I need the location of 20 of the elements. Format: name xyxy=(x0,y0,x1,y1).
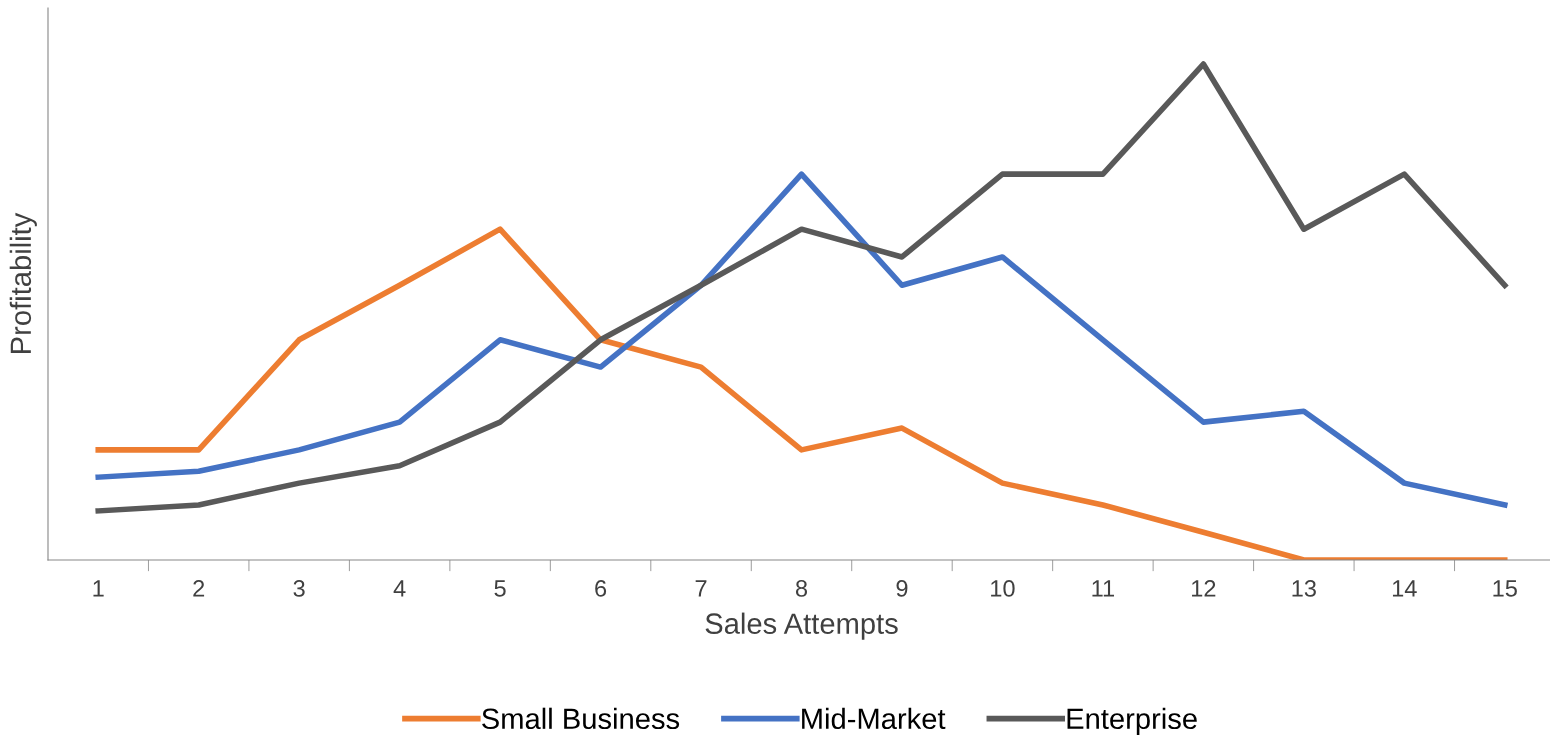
x-axis-title: Sales Attempts xyxy=(705,612,898,640)
x-tick-label: 8 xyxy=(795,580,808,597)
x-tick-label: 11 xyxy=(1092,580,1115,597)
x-tick-label: 9 xyxy=(896,580,908,597)
x-tick-label: 10 xyxy=(991,580,1015,597)
legend-label: Mid-Market xyxy=(802,707,946,730)
x-tick-label: 13 xyxy=(1292,580,1316,597)
x-tick-label: 4 xyxy=(393,580,406,597)
x-tick-label: 2 xyxy=(193,580,205,597)
legend-label: Small Business xyxy=(482,707,680,730)
x-tick-label: 12 xyxy=(1192,580,1216,597)
x-tick-label: 6 xyxy=(595,580,607,597)
legend-label: Enterprise xyxy=(1067,707,1197,735)
x-tick-label: 7 xyxy=(695,580,707,597)
x-tick-label: 15 xyxy=(1493,580,1517,597)
x-tick-label: 14 xyxy=(1392,580,1417,597)
y-axis-title: Profitability xyxy=(9,212,37,353)
x-tick-label: 1 xyxy=(93,580,104,597)
x-tick-label: 5 xyxy=(494,580,506,597)
x-tick-label: 3 xyxy=(293,580,305,597)
